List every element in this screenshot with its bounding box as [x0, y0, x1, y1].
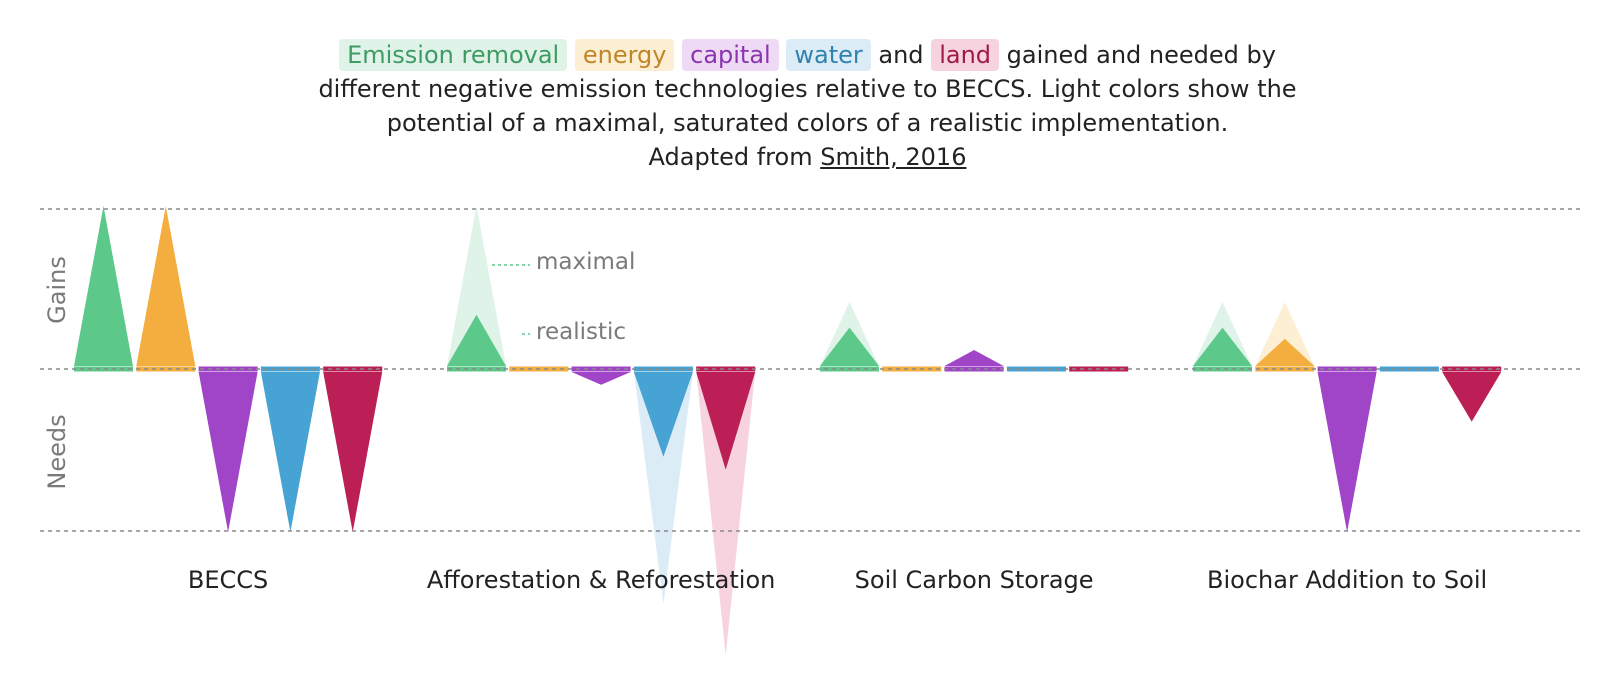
annotation-group: maximal realistic: [492, 249, 635, 345]
mark-capital-realistic-1: [571, 372, 631, 385]
legend-tag-water: water: [786, 39, 871, 71]
mark-water-realistic-0: [260, 372, 320, 532]
mark-emission-realistic-1: [447, 314, 506, 366]
baseline-bar-land-3: [1442, 366, 1502, 372]
annotation-maximal: maximal: [536, 249, 635, 275]
mark-emission-maximal-1: [447, 206, 506, 366]
mark-land-realistic-3: [1442, 372, 1502, 422]
mark-energy-realistic-0: [136, 206, 196, 366]
baseline-bar-land-1: [696, 366, 756, 372]
mark-land-realistic-0: [323, 372, 383, 532]
baseline-bar-emission-1: [447, 366, 506, 372]
mark-capital-realistic-3: [1317, 372, 1377, 532]
chart-marks: [74, 206, 1502, 656]
mark-energy-realistic-3: [1255, 338, 1315, 366]
legend-tag-capital: capital: [682, 39, 779, 71]
mark-energy-maximal-3: [1255, 302, 1315, 366]
reference-link[interactable]: Smith, 2016: [820, 143, 967, 171]
legend-tag-land: land: [931, 39, 1000, 71]
mark-water-maximal-1: [633, 372, 693, 604]
legend-tag-energy: energy: [574, 39, 675, 71]
baseline-bar-water-2: [1006, 366, 1066, 372]
baseline-bar-capital-0: [198, 366, 258, 372]
category-label-2: Soil Carbon Storage: [855, 566, 1094, 594]
mark-emission-realistic-3: [1193, 327, 1252, 366]
baseline-bar-capital-2: [944, 366, 1004, 372]
baseline-bar-emission-0: [74, 366, 133, 372]
category-label-0: BECCS: [188, 566, 268, 594]
category-labels: BECCS Afforestation & Reforestation Soil C…: [188, 566, 1487, 594]
chart-caption: Emission removal energy capital water an…: [300, 38, 1315, 174]
mark-emission-realistic-0: [74, 206, 133, 366]
mark-emission-realistic-2: [820, 327, 879, 366]
baseline-bar-water-1: [633, 366, 693, 372]
caption-body-text: gained and needed by different negative …: [318, 41, 1297, 137]
baseline-bar-energy-2: [882, 366, 942, 372]
caption-adapted-prefix: Adapted from: [648, 143, 813, 171]
baseline-bar-energy-3: [1255, 366, 1315, 372]
mark-land-maximal-1: [696, 372, 756, 656]
mark-capital-realistic-2: [944, 350, 1004, 366]
baseline-bar-emission-3: [1193, 366, 1252, 372]
baseline-bar-energy-0: [136, 366, 196, 372]
category-label-3: Biochar Addition to Soil: [1207, 566, 1487, 594]
category-label-1: Afforestation & Reforestation: [427, 566, 776, 594]
legend-tag-emission: Emission removal: [339, 39, 568, 71]
mark-land-realistic-1: [696, 372, 756, 470]
mark-capital-realistic-0: [198, 372, 258, 532]
y-axis-label-needs: Needs: [43, 414, 71, 489]
caption-and-word: and: [878, 41, 924, 69]
y-axis-label-gains: Gains: [43, 256, 71, 324]
annotation-realistic: realistic: [536, 319, 626, 345]
mark-water-realistic-1: [633, 372, 693, 457]
